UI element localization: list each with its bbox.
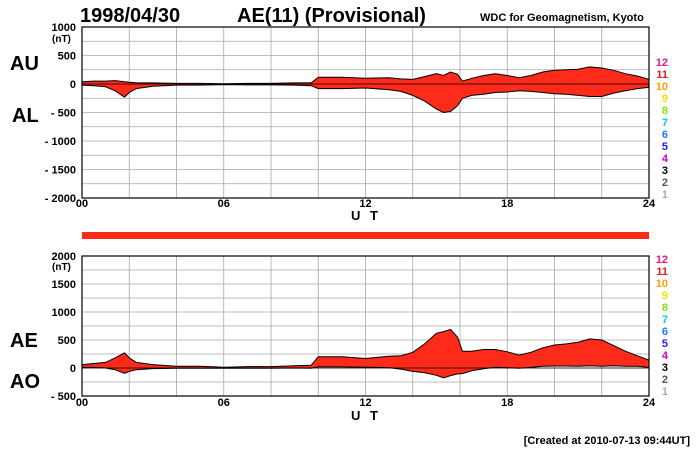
station-count-label: 10 <box>656 81 668 93</box>
y-tick-label-top: - 1500 <box>45 165 76 177</box>
station-count-label: 9 <box>662 93 668 105</box>
station-count-label: 6 <box>662 129 668 141</box>
station-count-label: 4 <box>662 153 669 165</box>
x-tick-label-top: 12 <box>359 198 371 210</box>
y-tick-label-top: 500 <box>58 51 76 63</box>
al-label: AL <box>12 105 39 127</box>
date-label: 1998/04/30 <box>80 5 180 27</box>
station-count-label: 5 <box>662 141 668 153</box>
station-count-label: 7 <box>662 314 668 326</box>
ae-ao-panel: AE AO (nT) U T 2000 1500 1000 500 0 - 500 00 06… <box>10 251 656 423</box>
station-count-label: 2 <box>662 177 668 189</box>
y-tick-label-top: 1000 <box>52 22 76 34</box>
station-count-label: 12 <box>656 254 668 266</box>
y-tick-label-bottom: 1000 <box>52 307 76 319</box>
station-count-label: 3 <box>662 165 668 177</box>
series-line-al <box>81 84 650 114</box>
created-timestamp: [Created at 2010-07-13 09:44UT] <box>524 435 691 447</box>
station-count-label: 7 <box>662 117 668 129</box>
plot-frame <box>81 255 650 397</box>
x-tick-label-top: 24 <box>643 198 656 210</box>
au-al-panel: AU AL (nT) U T 1000 500 0 - 500 - 1000 - 1500… <box>10 22 656 223</box>
x-axis-label-bottom: U T <box>351 408 381 423</box>
plot-frame <box>81 26 650 199</box>
station-count-label: 6 <box>662 326 668 338</box>
station-count-bar <box>82 232 649 239</box>
station-count-label: 3 <box>662 362 668 374</box>
unit-label-top: (nT) <box>52 34 71 45</box>
station-count-label: 8 <box>662 302 668 314</box>
y-tick-label-top: - 500 <box>51 108 76 120</box>
station-count-label: 8 <box>662 105 668 117</box>
au-label: AU <box>10 53 39 75</box>
band-fill <box>82 66 649 113</box>
y-tick-label-top: - 1000 <box>45 136 76 148</box>
chart-title: AE(11) (Provisional) <box>237 5 426 27</box>
data-source-label: WDC for Geomagnetism, Kyoto <box>480 12 644 24</box>
station-count-label: 12 <box>656 57 668 69</box>
series-line-ao <box>82 365 650 379</box>
series-line-ae <box>81 328 650 368</box>
x-tick-label-bottom: 12 <box>359 397 371 409</box>
station-count-label: 9 <box>662 290 668 302</box>
y-tick-label-bottom: 2000 <box>52 251 76 263</box>
series-line-au <box>81 66 650 85</box>
station-count-label: 5 <box>662 338 668 350</box>
x-tick-label-bottom: 18 <box>501 397 513 409</box>
x-tick-label-top: 00 <box>76 198 88 210</box>
station-count-label: 11 <box>656 69 668 81</box>
station-count-label: 4 <box>662 350 669 362</box>
x-tick-label-top: 06 <box>218 198 230 210</box>
y-tick-label-top: 0 <box>70 79 76 91</box>
x-tick-label-bottom: 24 <box>643 397 656 409</box>
ae-label: AE <box>10 330 38 352</box>
unit-label-bottom: (nT) <box>52 262 71 273</box>
station-count-label: 10 <box>656 278 668 290</box>
ao-label: AO <box>10 371 40 393</box>
band-fill <box>82 329 649 378</box>
y-tick-label-bottom: 1500 <box>52 279 76 291</box>
y-tick-label-bottom: 0 <box>70 363 76 375</box>
x-tick-label-bottom: 00 <box>76 397 88 409</box>
y-tick-label-bottom: - 500 <box>51 391 76 403</box>
y-tick-label-top: - 2000 <box>45 193 76 205</box>
station-count-label: 11 <box>656 266 668 278</box>
station-count-label: 1 <box>662 386 668 398</box>
x-tick-label-top: 18 <box>501 198 513 210</box>
x-tick-label-bottom: 06 <box>218 397 230 409</box>
x-axis-label-top: U T <box>351 208 381 223</box>
station-count-label: 2 <box>662 374 668 386</box>
station-count-label: 1 <box>662 189 668 201</box>
y-tick-label-bottom: 500 <box>58 335 76 347</box>
